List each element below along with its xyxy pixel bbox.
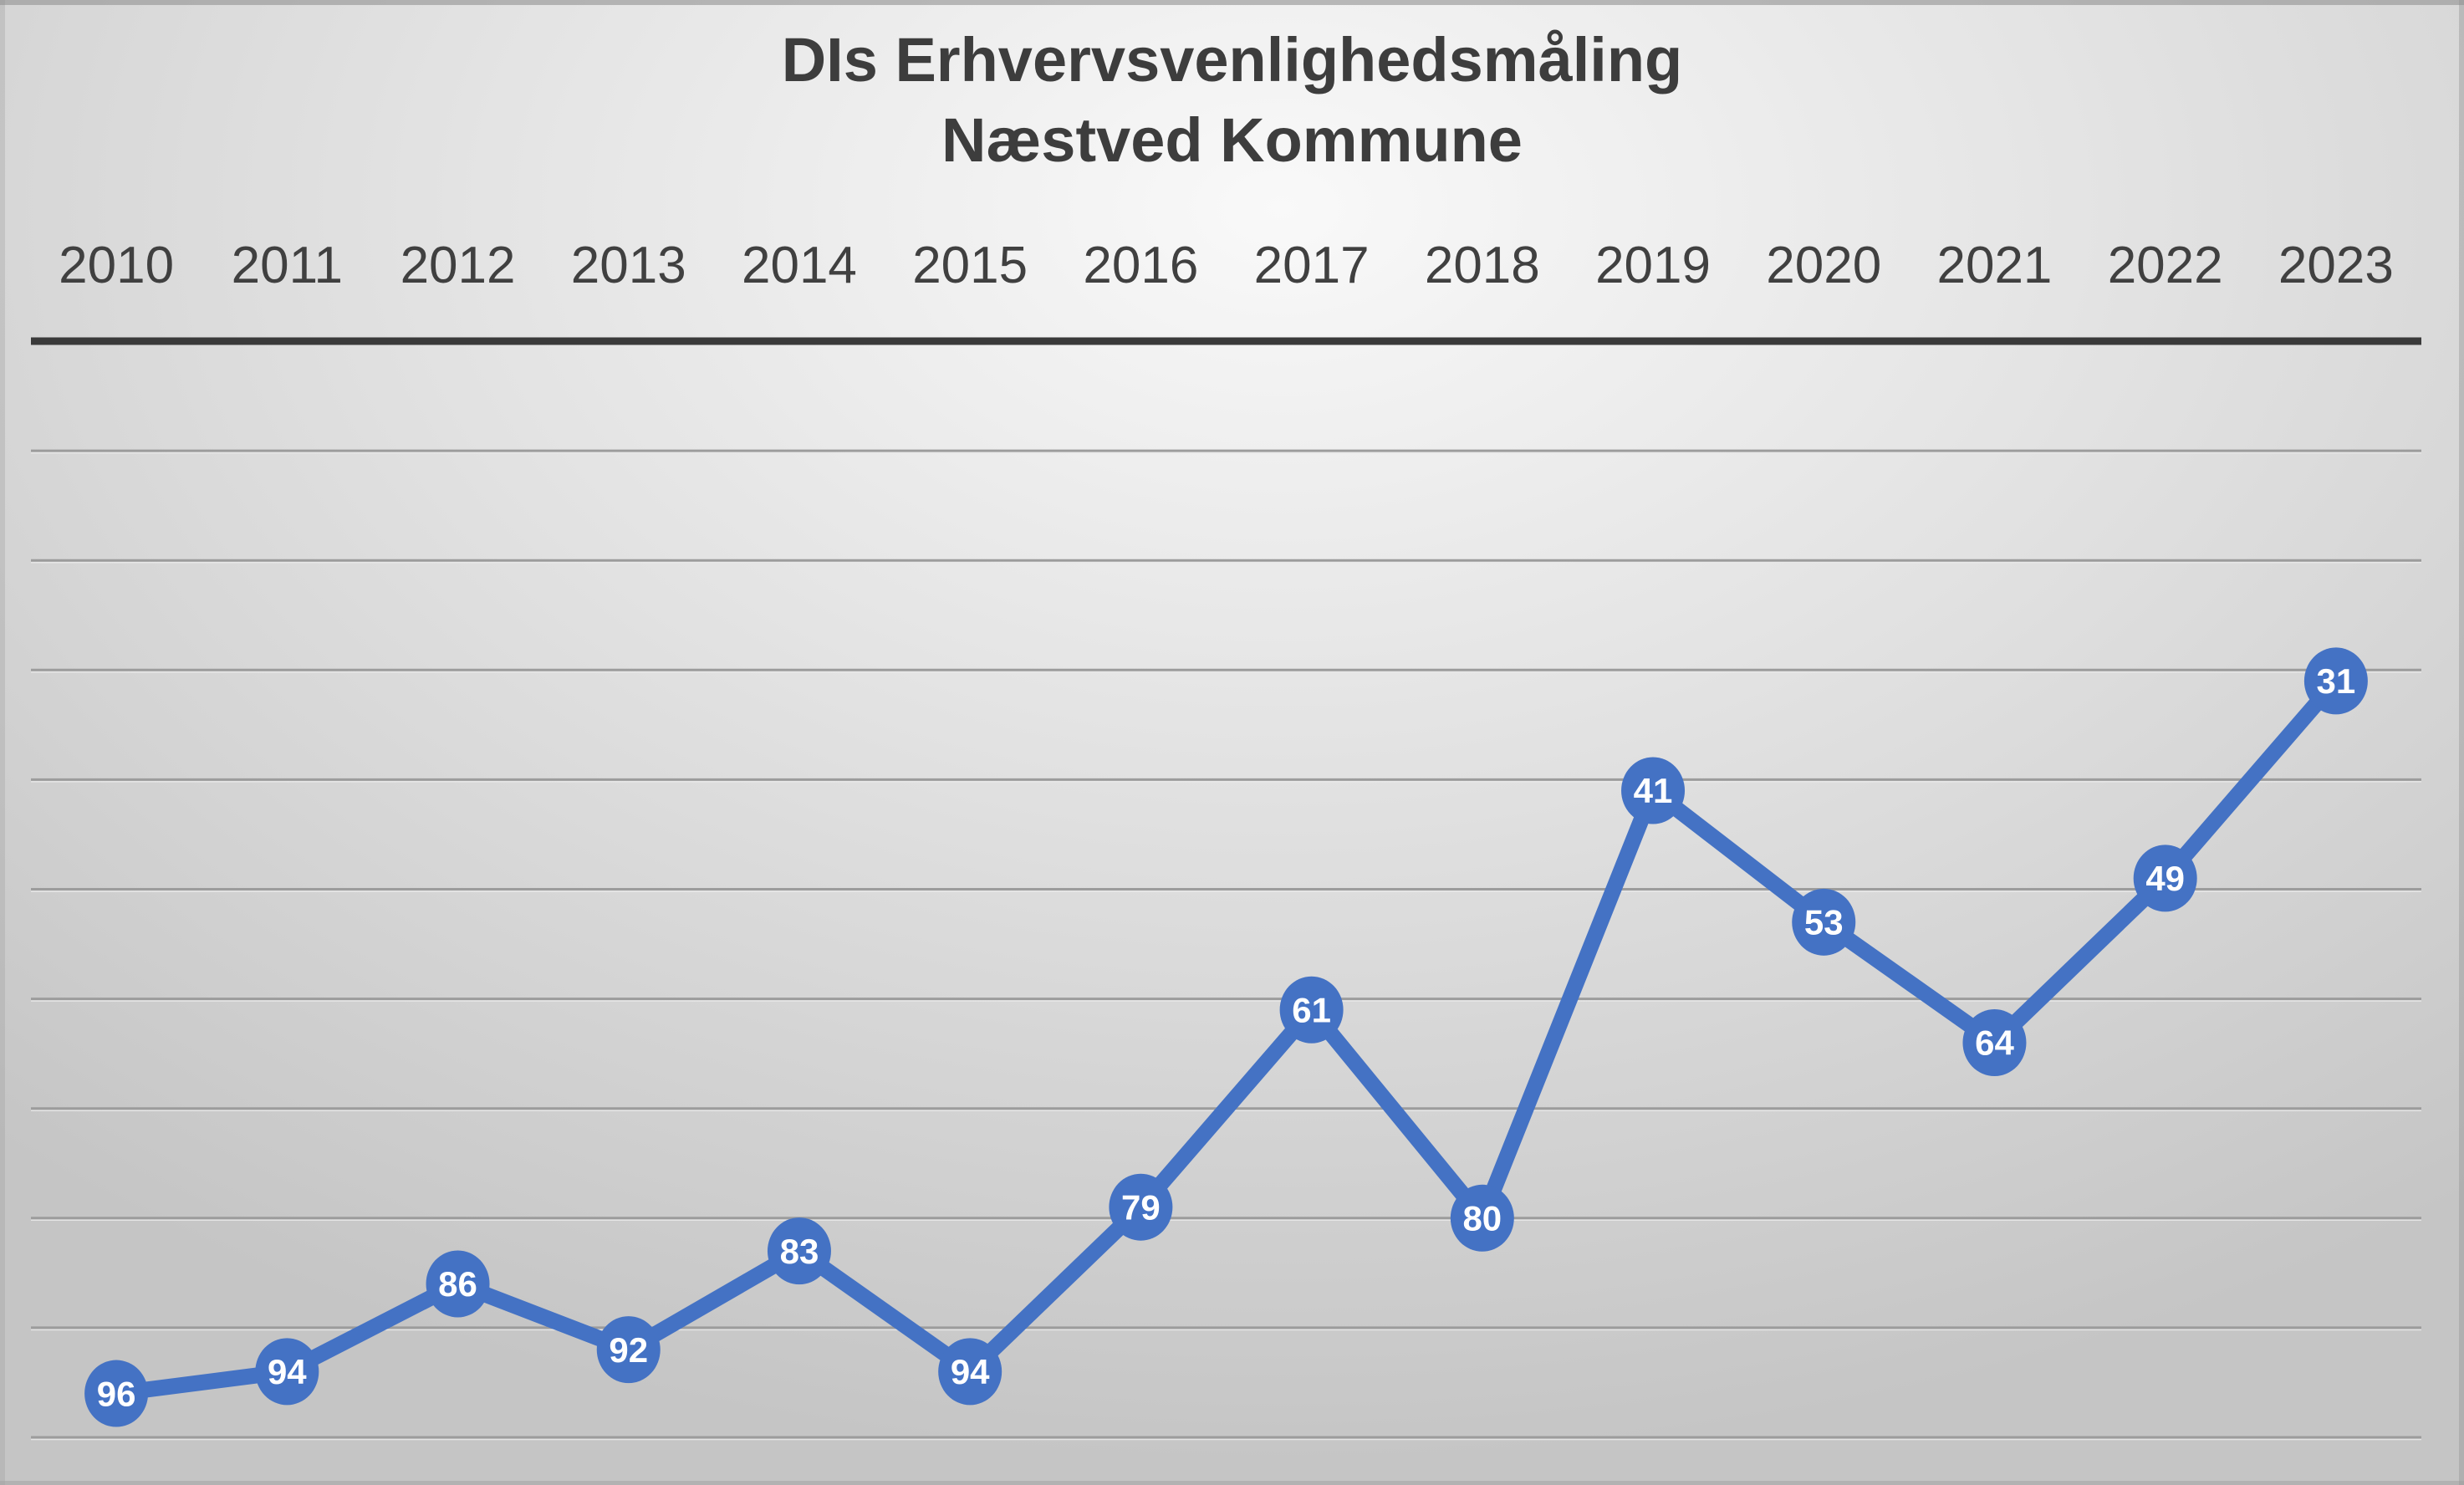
data-point-label-2020: 53	[1804, 903, 1844, 942]
data-point-label-2010: 96	[97, 1374, 136, 1413]
data-point-marker-2018	[1450, 1184, 1514, 1252]
data-point-marker-2016	[1109, 1173, 1173, 1241]
data-point-label-2021: 64	[1975, 1023, 2014, 1063]
x-axis-label-2018: 2018	[1425, 237, 1540, 294]
data-point-marker-2014	[767, 1217, 831, 1285]
data-point-marker-2011	[255, 1338, 319, 1406]
chart-title: DIs Erhvervsvenlighedsmåling Næstved Kom…	[0, 20, 2464, 181]
x-axis-label-2013: 2013	[571, 237, 686, 294]
data-point-label-2022: 49	[2145, 859, 2185, 898]
data-point-label-2018: 80	[1462, 1199, 1502, 1238]
data-point-label-2019: 41	[1634, 771, 1673, 810]
x-axis-label-2011: 2011	[232, 237, 343, 294]
data-point-label-2012: 86	[438, 1264, 477, 1304]
x-axis-label-2017: 2017	[1254, 237, 1370, 294]
data-point-label-2015: 94	[951, 1352, 990, 1391]
x-axis-label-2014: 2014	[742, 237, 857, 294]
data-point-marker-2021	[1962, 1009, 2027, 1077]
data-point-label-2016: 79	[1121, 1187, 1161, 1227]
data-point-label-2023: 31	[2317, 661, 2356, 701]
x-axis-label-2023: 2023	[2278, 237, 2394, 294]
x-axis-label-2021: 2021	[1936, 237, 2052, 294]
chart-title-line-2: Næstved Kommune	[941, 105, 1523, 176]
data-point-marker-2022	[2133, 845, 2197, 912]
x-axis-label-2015: 2015	[912, 237, 1028, 294]
data-point-label-2013: 92	[609, 1330, 648, 1370]
data-point-marker-2019	[1621, 757, 1686, 824]
x-axis-label-2022: 2022	[2108, 237, 2223, 294]
data-point-label-2014: 83	[780, 1232, 819, 1271]
data-point-marker-2015	[938, 1338, 1002, 1406]
data-point-marker-2012	[426, 1250, 490, 1318]
data-point-label-2011: 94	[268, 1352, 307, 1391]
data-point-marker-2010	[84, 1360, 149, 1427]
chart-title-line-1: DIs Erhvervsvenlighedsmåling	[781, 25, 1683, 94]
x-axis-label-2020: 2020	[1766, 237, 1881, 294]
x-axis-label-2019: 2019	[1595, 237, 1711, 294]
data-point-marker-2023	[2303, 647, 2368, 715]
data-point-marker-2013	[596, 1316, 661, 1384]
x-axis-label-2010: 2010	[59, 237, 174, 294]
data-point-marker-2017	[1279, 976, 1344, 1044]
data-point-marker-2020	[1792, 888, 1856, 956]
data-point-label-2017: 61	[1292, 990, 1331, 1029]
x-axis-label-2016: 2016	[1083, 237, 1198, 294]
x-axis-label-2012: 2012	[400, 237, 516, 294]
